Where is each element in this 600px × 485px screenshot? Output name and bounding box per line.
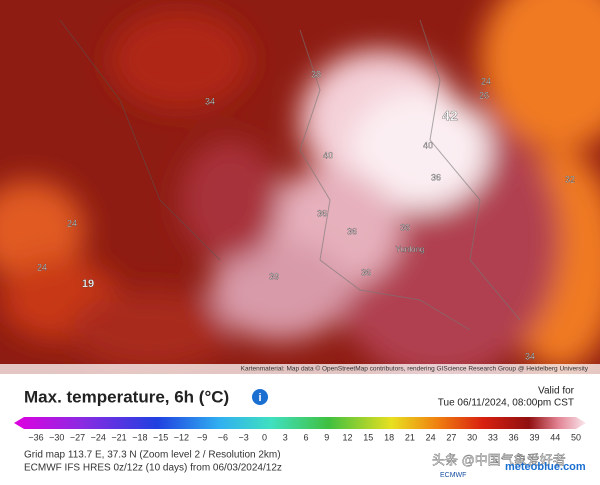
colorbar-tick-label: 21 xyxy=(405,432,415,442)
info-icon[interactable] xyxy=(252,389,268,405)
colorbar-tick-label: 24 xyxy=(426,432,436,442)
map-label: 40 xyxy=(323,150,333,160)
colorbar-tick-label: −21 xyxy=(111,432,126,442)
colorbar-tick-label: −27 xyxy=(70,432,85,442)
map-label: 38 xyxy=(311,69,321,79)
model-info: ECMWF IFS HRES 0z/12z (10 days) from 06/… xyxy=(24,463,282,474)
map-attribution: Kartenmaterial: Map data © OpenStreetMap… xyxy=(241,365,589,373)
colorbar-tick-label: 18 xyxy=(384,432,394,442)
colorbar xyxy=(14,417,586,429)
colorbar-tick-label: 27 xyxy=(446,432,456,442)
brand: meteoblue.com xyxy=(505,461,586,473)
map-label: 24 xyxy=(37,262,47,272)
map-label: 24 xyxy=(481,76,491,86)
title: Max. temperature, 6h (°C) xyxy=(24,387,229,406)
map-label: 34 xyxy=(205,96,215,106)
map xyxy=(0,0,600,374)
colorbar-tick-label: 0 xyxy=(262,432,267,442)
map-label: Yunlong xyxy=(396,245,425,254)
grid-info: Grid map 113.7 E, 37.3 N (Zoom level 2 /… xyxy=(24,450,281,461)
map-label: 24 xyxy=(67,218,77,228)
colorbar-tick-label: 6 xyxy=(303,432,308,442)
watermark: 头条 @中国气象爱好者 xyxy=(432,452,566,467)
colorbar-tick-label: 44 xyxy=(550,432,560,442)
valid-label: Valid for xyxy=(538,386,575,397)
map-label: 40 xyxy=(423,140,433,150)
valid-time: Tue 06/11/2024, 08:00pm CST xyxy=(438,398,574,409)
colorbar-tick-label: 36 xyxy=(509,432,519,442)
info-icon-glyph: i xyxy=(258,392,261,404)
colorbar-tick-label: −36 xyxy=(28,432,43,442)
colorbar-tick-label: −6 xyxy=(218,432,228,442)
colorbar-tick-label: −30 xyxy=(49,432,64,442)
map-label: 36 xyxy=(361,267,371,277)
map-label: 32 xyxy=(565,174,575,184)
map-label: 39 xyxy=(269,271,279,281)
colorbar-tick-label: 15 xyxy=(363,432,373,442)
colorbar-tick-label: 9 xyxy=(324,432,329,442)
colorbar-tick-label: 39 xyxy=(529,432,539,442)
map-label: 36 xyxy=(400,222,410,232)
colorbar-ticks: −36 −30 −27 −24 −21 −18 −15 −12 −9 −6 −3 0 3 6 9 12 15 18… xyxy=(28,432,581,442)
map-label: 34 xyxy=(525,351,535,361)
map-label: 36 xyxy=(317,208,327,218)
colorbar-tick-label: −18 xyxy=(132,432,147,442)
map-label: 26 xyxy=(479,90,489,100)
colorbar-tick-label: 33 xyxy=(488,432,498,442)
colorbar-tick-label: 30 xyxy=(467,432,477,442)
colorbar-tick-label: 50 xyxy=(571,432,581,442)
colorbar-tick-label: −9 xyxy=(197,432,207,442)
colorbar-tick-label: −12 xyxy=(174,432,189,442)
map-label: 36 xyxy=(431,172,441,182)
colorbar-tick-label: −15 xyxy=(153,432,168,442)
colorbar-tick-label: 12 xyxy=(343,432,353,442)
colorbar-tick-label: 3 xyxy=(283,432,288,442)
map-label: 36 xyxy=(347,226,357,236)
colorbar-tick-label: −24 xyxy=(91,432,106,442)
colorbar-tick-label: −3 xyxy=(239,432,249,442)
map-label: 19 xyxy=(82,278,94,290)
map-label: 42 xyxy=(442,108,458,124)
ecmwf-logo: ECMWF xyxy=(440,472,466,479)
